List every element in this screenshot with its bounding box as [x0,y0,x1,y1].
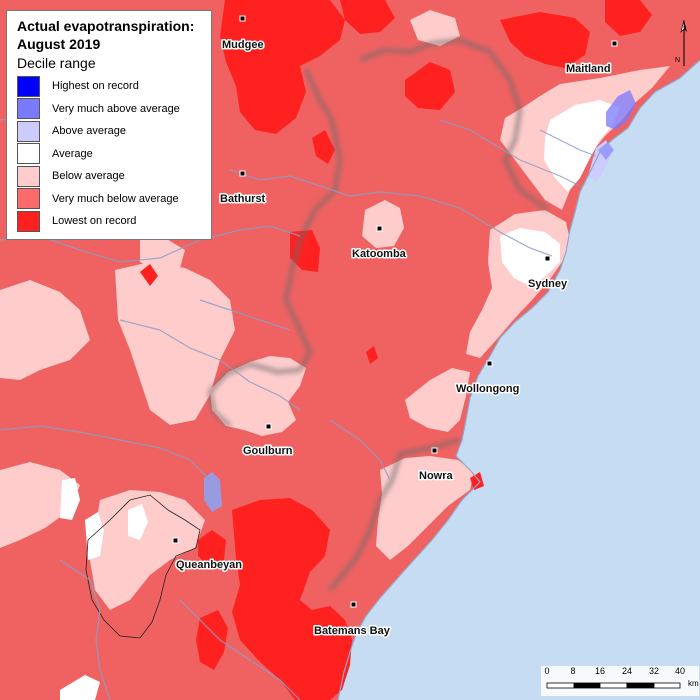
legend-item-below: Below average [17,165,211,188]
town-katoomba: Katoomba [351,225,408,262]
legend-item-label: Very much above average [52,102,180,115]
coastline [337,59,700,700]
legend-title-line1: Actual evapotranspiration: [17,18,195,34]
above-average-areas [204,90,636,512]
act-boundary [85,494,201,639]
scale-tick-label: 0 [544,666,550,676]
north-arrow-icon: N [675,19,687,66]
legend-item-highest: Highest on record [17,75,211,98]
town-label: Bathurst [220,193,266,205]
legend-items: Highest on record Very much above averag… [17,75,211,233]
town-markers: Mudgee Maitland Bathurst Katoomba Sydney… [172,15,618,639]
scale-tick-label: 16 [594,666,606,676]
legend-swatch [17,210,40,232]
town-batemans-bay: Batemans Bay [313,601,392,639]
town-label: Maitland [566,63,611,75]
legend-item-label: Highest on record [52,80,139,93]
legend-item-average: Average [17,143,211,166]
scale-tick-label: 24 [621,666,633,676]
legend-item-above: Above average [17,120,211,143]
scale-tick-label: 40 [674,666,686,676]
legend-item-label: Above average [52,125,126,138]
town-label: Wollongong [456,383,519,395]
town-mudgee: Mudgee [221,15,265,53]
town-maitland: Maitland [565,40,618,77]
legend-item-very-much-below: Very much below average [17,188,211,211]
legend-swatch [17,143,40,165]
north-label: N [675,57,680,64]
legend-item-label: Average [52,147,93,160]
town-label: Batemans Bay [314,625,391,637]
legend-item-lowest: Lowest on record [17,210,211,233]
legend-swatch [17,188,40,210]
town-label: Mudgee [222,39,264,51]
town-nowra: Nowra [418,447,455,484]
average-areas [60,100,620,700]
legend-item-label: Below average [52,170,125,183]
scale-unit: km [688,679,699,688]
legend-title-line2: August 2019 [17,36,101,52]
legend-swatch [17,120,40,142]
legend-swatch [17,165,40,187]
town-queanbeyan: Queanbeyan [172,537,244,573]
town-label: Sydney [528,278,568,290]
scale-tick-label: 8 [570,666,576,676]
town-label: Queanbeyan [176,559,242,571]
legend-item-very-much-above: Very much above average [17,98,211,121]
town-wollongong: Wollongong [455,360,521,397]
legend-swatch [17,75,40,97]
legend-item-label: Very much below average [52,192,179,205]
legend-item-label: Lowest on record [52,215,137,228]
scale-bar-segments [546,682,681,689]
escarpment-shading [207,37,550,592]
scale-tick-label: 32 [648,666,660,676]
town-sydney: Sydney [527,255,570,292]
town-goulburn: Goulburn [242,423,294,459]
town-label: Nowra [419,470,454,482]
scale-bar: 0 8 16 24 32 40 km [541,666,699,696]
town-label: Goulburn [243,445,293,457]
town-bathurst: Bathurst [219,170,267,207]
legend: Actual evapotranspiration: August 2019 D… [6,10,212,240]
legend-subtitle: Decile range [17,55,96,71]
legend-swatch [17,98,40,120]
lowest-on-record-areas [140,0,652,700]
town-label: Katoomba [352,248,407,260]
